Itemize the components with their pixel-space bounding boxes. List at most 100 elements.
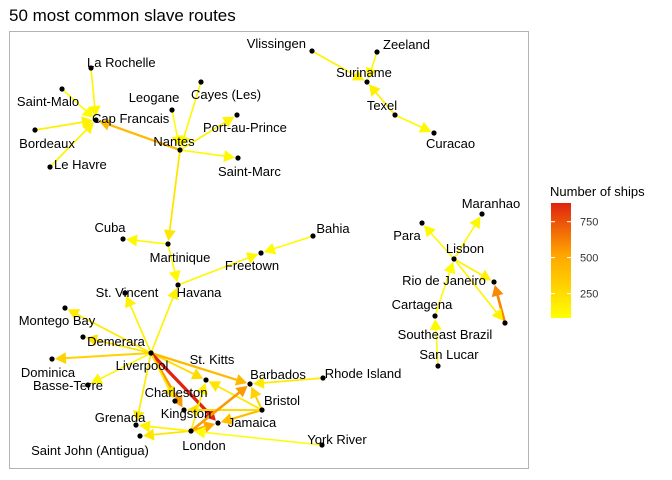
node-label-san-lucar: San Lucar — [419, 347, 479, 362]
edge-arrowhead — [163, 229, 176, 241]
node-label-liverpool: Liverpool — [116, 358, 169, 373]
node-label-montego-bay: Montego Bay — [19, 313, 96, 328]
legend-title: Number of ships — [550, 184, 645, 199]
node-havana — [175, 282, 181, 288]
edge-cartagena-to-lisbon — [434, 271, 451, 317]
node-label-charleston: Charleston — [145, 385, 208, 400]
edge-arrowhead — [245, 252, 259, 264]
legend: Number of ships 250 500 750 — [550, 184, 645, 318]
node-st-kitts — [203, 377, 209, 383]
edge-rhode-island-to-barbados — [263, 377, 324, 384]
edge-arrowhead — [253, 376, 265, 389]
node-label-rio-de-janeiro: Rio de Janeiro — [402, 273, 486, 288]
edge-arrowhead — [491, 284, 504, 298]
edge-arrowhead — [368, 84, 381, 97]
edge-london-to-grenada — [149, 425, 192, 432]
edge-arrowhead — [208, 381, 222, 392]
edge-arrowhead — [163, 385, 175, 399]
node-label-cartagena: Cartagena — [392, 297, 453, 312]
node-label-basse-terre: Basse-Terre — [33, 378, 103, 393]
node-label-cayes-les: Cayes (Les) — [191, 87, 261, 102]
node-vlissingen — [309, 48, 315, 54]
legend-colorbar — [551, 203, 571, 318]
node-label-dominica: Dominica — [21, 365, 76, 380]
edge-york-river-to-london — [204, 431, 323, 446]
node-label-la-rochelle: La Rochelle — [87, 55, 156, 70]
node-label-martinique: Martinique — [150, 250, 211, 265]
edge-liverpool-to-st-kitts — [150, 352, 195, 375]
edge-lisbon-to-maranhao — [453, 225, 476, 260]
node-label-kingston: Kingston — [161, 406, 212, 421]
node-label-saint-malo: Saint-Malo — [17, 94, 79, 109]
node-jamaica — [215, 420, 221, 426]
edge-liverpool-to-montego-bay — [76, 313, 152, 354]
edge-martinique-to-cuba — [136, 239, 169, 245]
edge-arrowhead — [220, 413, 234, 425]
edge-arrowhead — [429, 319, 442, 331]
edge-bordeaux-to-cap-francais — [34, 121, 84, 131]
node-grenada — [133, 422, 139, 428]
label-layer: Vlissingen Zeeland Suriname Texel Curacao La … — [17, 36, 520, 458]
edge-london-to-st-kitts — [190, 392, 203, 432]
node-montego-bay — [62, 305, 68, 311]
node-cayes-les — [198, 79, 204, 85]
edge-arrowhead — [190, 368, 204, 380]
node-label-barbados: Barbados — [250, 367, 306, 382]
node-la-rochelle — [88, 65, 94, 71]
node-st-vincent — [122, 290, 128, 296]
node-lisbon — [451, 256, 457, 262]
node-label-havana: Havana — [177, 285, 223, 300]
edge-arrowhead — [126, 234, 138, 247]
node-martinique — [165, 241, 171, 247]
edge-vlissingen-to-suriname — [311, 50, 356, 76]
node-rhode-island — [320, 375, 326, 381]
node-bordeaux — [32, 127, 38, 133]
node-le-havre — [47, 164, 53, 170]
node-label-para: Para — [393, 228, 421, 243]
legend-tick-label: 250 — [580, 289, 598, 301]
edge-southeast-brazil-to-rio-de-janeiro — [496, 294, 507, 325]
edge-texel-to-suriname — [375, 91, 396, 116]
edge-liverpool-to-st-vincent — [129, 305, 152, 354]
edge-arrowhead — [491, 308, 504, 321]
node-saint-john-antigua — [137, 433, 143, 439]
node-label-freetown: Freetown — [225, 258, 279, 273]
edge-arrowhead — [194, 426, 206, 439]
edge-arrowhead — [221, 116, 235, 128]
edge-arrowhead — [250, 386, 262, 400]
node-bahia — [310, 233, 316, 239]
node-label-london: London — [182, 438, 225, 453]
edge-nantes-to-martinique — [168, 149, 181, 231]
node-cap-francais — [93, 117, 99, 123]
edge-martinique-to-havana — [167, 243, 176, 273]
edge-liverpool-to-grenada — [137, 352, 152, 413]
node-label-bordeaux: Bordeaux — [19, 136, 75, 151]
node-zeeland — [374, 49, 380, 55]
edge-arrowhead — [443, 261, 456, 275]
node-port-au-prince — [234, 112, 240, 118]
node-liverpool — [148, 350, 154, 356]
node-label-saint-marc: Saint-Marc — [218, 164, 281, 179]
node-label-bahia: Bahia — [316, 221, 350, 236]
node-maranhao — [479, 211, 485, 217]
node-cuba — [120, 236, 126, 242]
edge-arrowhead — [143, 428, 155, 441]
edge-lisbon-to-rio-de-janeiro — [453, 258, 483, 276]
edge-arrowhead — [178, 134, 190, 148]
node-york-river — [319, 442, 325, 448]
node-label-nantes: Nantes — [153, 134, 195, 149]
edge-arrowhead — [98, 119, 112, 131]
edge-bristol-to-jamaica — [230, 408, 264, 421]
node-basse-terre — [85, 382, 91, 388]
edge-arrowhead — [168, 270, 181, 283]
edge-bristol-to-st-kitts — [217, 385, 263, 411]
node-label-rhode-island: Rhode Island — [325, 366, 402, 381]
edge-nantes-to-saint-marc — [179, 149, 225, 157]
node-rio-de-janeiro — [491, 279, 497, 285]
edge-arrowhead — [55, 352, 67, 365]
edge-london-to-saint-john-antigua- — [153, 430, 192, 436]
edge-arrowhead — [235, 385, 248, 398]
node-label-york-river: York River — [307, 432, 367, 447]
edge-arrowhead — [67, 309, 81, 320]
